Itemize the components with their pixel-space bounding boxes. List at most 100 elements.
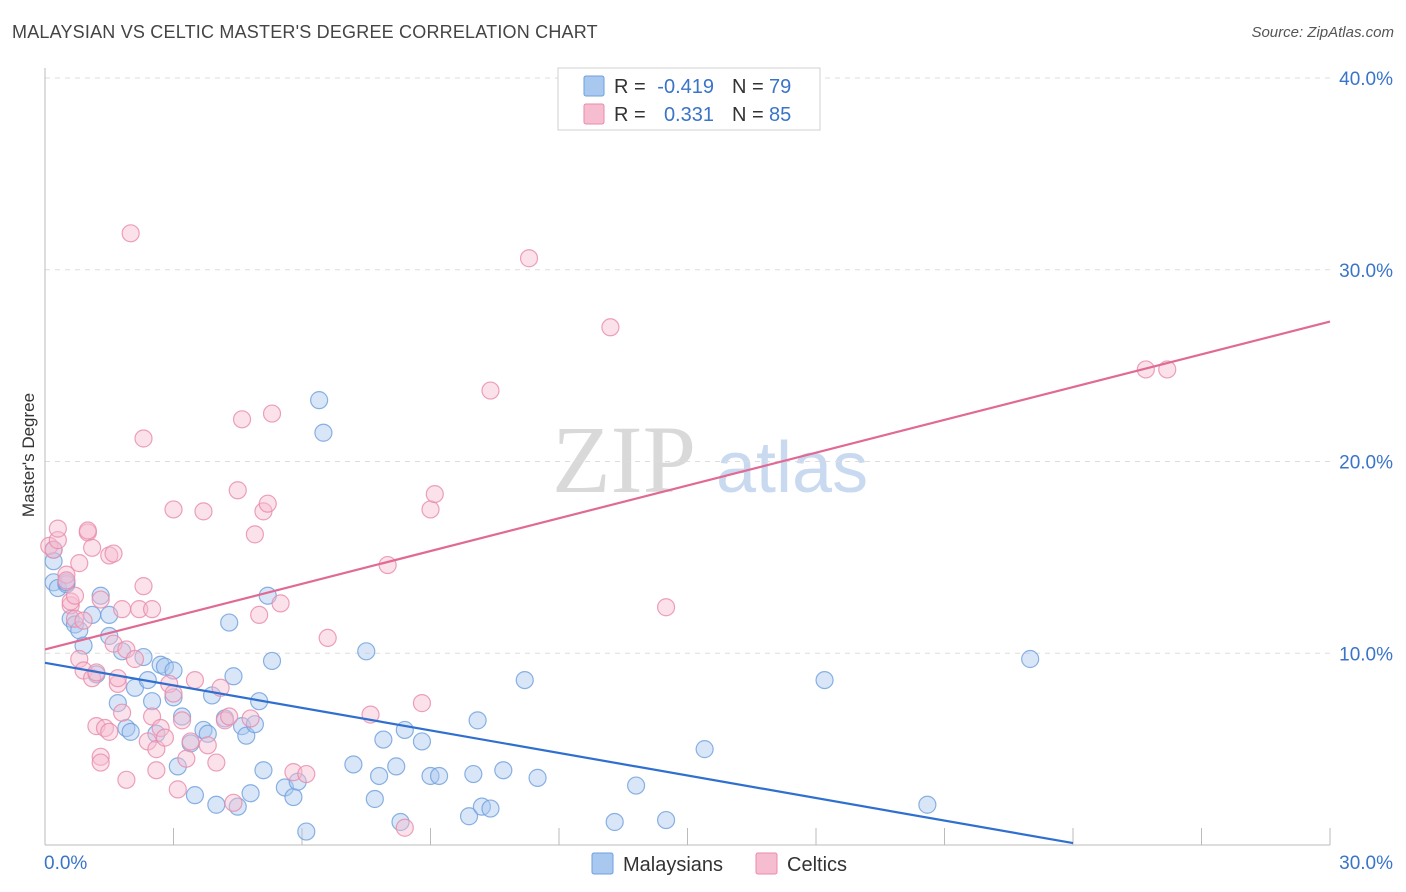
- celtics-point-45: [155, 728, 175, 747]
- celtics-point-25: [100, 722, 119, 741]
- malaysians-point-58: [374, 730, 393, 749]
- malaysians-point-42: [241, 784, 260, 803]
- malaysians-point-37: [220, 613, 239, 632]
- celtics-legend-label: Celtics: [787, 854, 847, 876]
- malaysians-point-73: [605, 812, 624, 832]
- celtics-point-76: [412, 694, 432, 713]
- malaysians-point-67: [468, 711, 487, 730]
- celtics-point-63: [241, 709, 260, 728]
- gridlines: [45, 77, 1330, 654]
- malaysians-point-49: [284, 787, 303, 807]
- celtics-point-62: [232, 410, 252, 429]
- celtics-point-35: [125, 649, 145, 669]
- celtics-point-77: [421, 500, 440, 519]
- celtics-point-34: [121, 224, 140, 243]
- malaysians-point-78: [918, 795, 937, 814]
- y-tick-label-2: 30.0%: [1339, 261, 1393, 282]
- celtics-point-50: [172, 711, 192, 730]
- celtics-point-20: [91, 590, 110, 609]
- y-axis-label: Master's Degree: [19, 393, 38, 517]
- celtics-point-75: [395, 818, 414, 837]
- malaysians-point-69: [481, 799, 500, 818]
- legend-r-label-0: R =: [614, 76, 646, 98]
- celtics-point-10: [70, 554, 89, 573]
- malaysians-point-64: [429, 766, 449, 786]
- malaysians-point-16: [108, 694, 127, 713]
- legend-n-value-0: 79: [769, 76, 791, 98]
- celtics-point-72: [318, 628, 337, 648]
- celtics-point-51: [177, 749, 196, 768]
- legend-n-label-0: N =: [732, 76, 764, 98]
- celtics-point-3: [48, 519, 67, 538]
- malaysians-points: [44, 391, 1040, 841]
- malaysians-point-28: [172, 707, 192, 726]
- axes: [44, 68, 1331, 846]
- celtics-point-55: [198, 736, 217, 755]
- malaysians-point-26: [164, 661, 183, 680]
- malaysians-point-70: [494, 761, 513, 780]
- celtics-point-52: [181, 732, 200, 751]
- celtics-point-48: [164, 500, 183, 519]
- malaysians-point-72: [528, 768, 547, 787]
- celtics-point-47: [164, 684, 183, 703]
- x-tick-label-0: 0.0%: [44, 853, 87, 874]
- celtics-point-15: [78, 521, 97, 540]
- celtics-point-29: [108, 669, 127, 688]
- celtics-point-31: [112, 703, 132, 722]
- celtics-point-61: [228, 481, 247, 500]
- trend-lines: [44, 320, 1331, 845]
- celtics-point-40: [142, 600, 162, 619]
- legend-n-value-1: 85: [769, 104, 791, 126]
- celtics-point-5: [57, 571, 76, 590]
- celtics-point-30: [112, 600, 132, 619]
- series-legend: Malaysians Celtics: [591, 852, 847, 876]
- malaysians-point-62: [412, 732, 432, 751]
- celtics-point-26: [104, 544, 123, 563]
- celtics-point-6: [61, 596, 80, 615]
- malaysians-point-59: [387, 757, 406, 776]
- malaysians-point-53: [314, 423, 333, 442]
- malaysians-point-52: [310, 391, 329, 410]
- malaysians-point-35: [207, 795, 226, 814]
- malaysians-legend-swatch: [583, 75, 605, 97]
- celtics-point-53: [185, 670, 205, 690]
- malaysians-point-19: [121, 722, 140, 741]
- chart-title: MALAYSIAN VS CELTIC MASTER'S DEGREE CORR…: [12, 22, 598, 42]
- celtics-point-4: [57, 565, 76, 584]
- celtics-point-64: [245, 525, 264, 544]
- celtics-bottom-swatch: [755, 852, 778, 875]
- y-tick-label-3: 40.0%: [1339, 69, 1393, 90]
- malaysians-point-79: [1021, 649, 1040, 669]
- legend-r-label-1: R =: [614, 104, 646, 126]
- celtics-point-56: [207, 753, 226, 772]
- watermark-zip: ZIP: [552, 406, 696, 513]
- celtics-point-67: [258, 494, 277, 513]
- malaysians-point-51: [297, 822, 316, 841]
- malaysians-point-77: [815, 670, 834, 690]
- malaysians-point-66: [464, 764, 483, 784]
- celtics-point-1: [44, 540, 63, 559]
- celtics-point-60: [224, 793, 243, 812]
- y-tick-labels: 10.0% 20.0% 30.0% 40.0%: [1339, 69, 1393, 665]
- malaysians-point-31: [185, 786, 205, 805]
- y-tick-label-0: 10.0%: [1339, 644, 1393, 665]
- malaysians-point-65: [459, 807, 479, 826]
- celtics-point-22: [91, 753, 110, 772]
- malaysians-point-76: [695, 740, 714, 759]
- celtics-point-65: [250, 605, 269, 625]
- source-label: Source: ZipAtlas.com: [1251, 24, 1394, 41]
- celtics-point-11: [70, 649, 89, 669]
- legend-r-value-1: 0.331: [664, 104, 714, 126]
- malaysians-point-55: [357, 642, 376, 661]
- y-tick-label-1: 20.0%: [1339, 453, 1393, 474]
- malaysians-trend-line: [44, 661, 1074, 845]
- celtics-point-81: [601, 318, 620, 337]
- malaysians-point-57: [370, 766, 389, 786]
- celtics-point-16: [83, 538, 102, 557]
- celtics-point-43: [147, 761, 166, 780]
- celtics-points: [40, 224, 1177, 837]
- celtics-point-80: [519, 249, 539, 268]
- stats-legend: R = -0.419 N = 79 R = 0.331 N = 85: [557, 67, 821, 131]
- celtics-legend-swatch: [583, 103, 605, 125]
